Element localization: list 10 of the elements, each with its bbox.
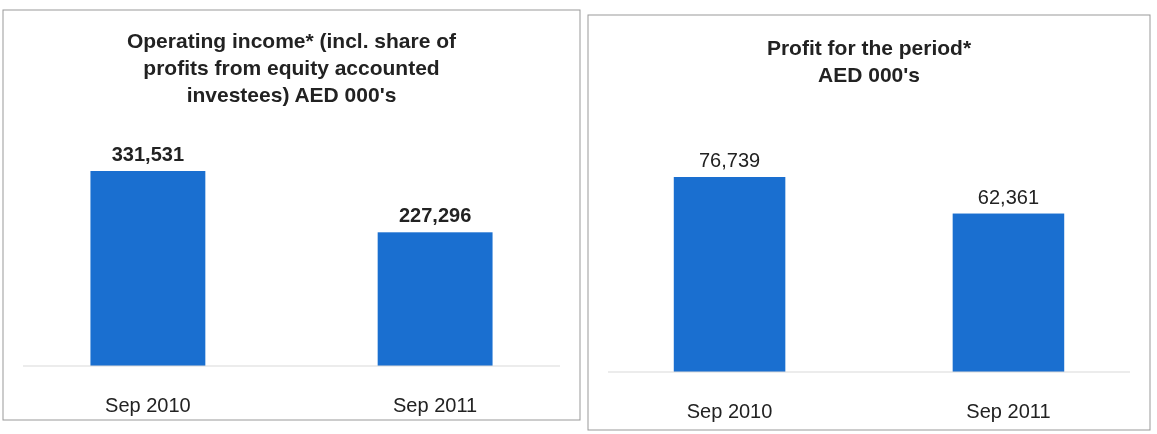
data-label: 76,739	[698, 149, 761, 171]
data-label: 62,361	[977, 185, 1040, 208]
x-tick-label: Sep 2011	[393, 394, 478, 416]
chart-title: Operating income* (incl. share of profits from equity accounted investees) AED 000's	[126, 29, 458, 106]
x-tick-label: Sep 2010	[105, 394, 191, 416]
data-label: 227,296	[398, 204, 472, 227]
x-tick-label: Sep 2011	[966, 400, 1051, 422]
data-label: 331,531	[111, 143, 185, 165]
x-tick-label: Sep 2010	[686, 400, 773, 422]
chart-title: Profit for the period* AED 000's	[766, 36, 972, 86]
